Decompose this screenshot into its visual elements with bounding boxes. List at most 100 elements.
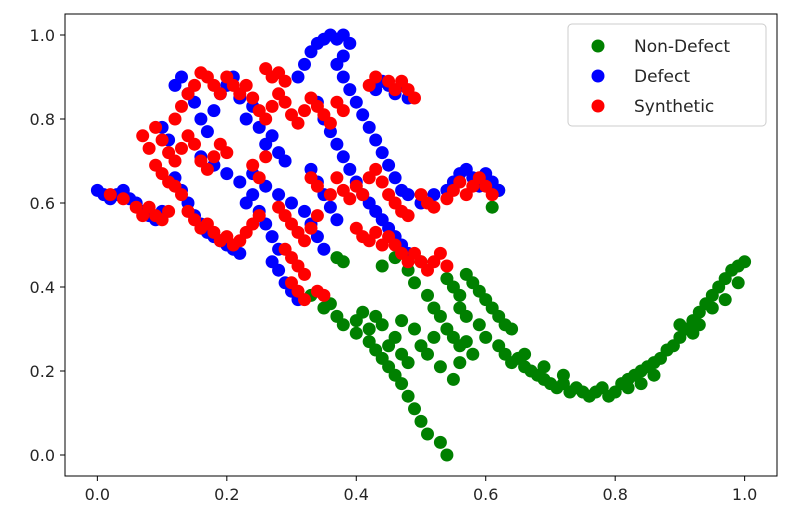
x-tick-label: 0.0 [85, 485, 110, 504]
legend-marker [591, 99, 605, 113]
data-point [323, 188, 337, 202]
data-point [485, 188, 499, 202]
data-point [459, 309, 473, 323]
data-point [207, 150, 221, 164]
data-point [356, 305, 370, 319]
data-point [395, 377, 409, 391]
data-point [336, 104, 350, 118]
data-point [343, 36, 357, 50]
data-point [349, 95, 363, 109]
data-point [175, 70, 188, 84]
data-point [285, 196, 298, 210]
legend-label: Synthetic [634, 97, 714, 117]
data-point [272, 263, 286, 277]
data-point [175, 141, 188, 155]
data-point [692, 318, 706, 332]
data-point [621, 381, 635, 395]
data-point [453, 175, 467, 189]
data-point [259, 112, 273, 126]
data-point [440, 259, 454, 273]
data-point [356, 108, 370, 122]
data-point [349, 326, 363, 340]
data-point [103, 188, 117, 202]
data-point [259, 150, 273, 164]
data-point [421, 347, 434, 361]
data-point [200, 162, 214, 176]
data-point [330, 213, 344, 227]
data-point [401, 389, 415, 403]
data-point [705, 301, 719, 315]
data-point [252, 209, 266, 223]
data-point [453, 356, 467, 370]
data-point [362, 322, 376, 336]
data-point [175, 99, 188, 113]
data-point [175, 188, 188, 202]
legend-marker [591, 39, 605, 53]
data-point [220, 167, 234, 181]
data-point [382, 158, 396, 172]
x-tick-label: 0.4 [344, 485, 369, 504]
data-point [479, 330, 493, 344]
data-point [207, 104, 221, 118]
y-axis: 0.0 0.2 0.4 0.6 0.8 1.0 [30, 26, 65, 465]
data-point [252, 171, 266, 185]
data-point [395, 314, 409, 328]
data-point [278, 74, 292, 88]
data-point [375, 175, 389, 189]
data-point [343, 162, 357, 176]
data-point [136, 129, 150, 143]
x-tick-label: 0.2 [214, 485, 239, 504]
data-point [362, 120, 376, 134]
data-point [246, 188, 260, 202]
legend-label: Non-Defect [634, 37, 730, 57]
data-point [265, 129, 279, 143]
data-point [343, 192, 357, 206]
data-point [323, 116, 337, 130]
data-point [317, 288, 331, 302]
data-point [310, 179, 324, 193]
data-point [149, 120, 163, 134]
y-tick-label: 0.8 [30, 110, 55, 129]
data-point [388, 171, 402, 185]
data-point [298, 57, 311, 71]
data-point [336, 70, 350, 84]
data-point [220, 146, 234, 160]
data-point [298, 204, 311, 218]
data-point [427, 200, 441, 214]
data-point [194, 112, 208, 126]
data-point [421, 427, 434, 441]
data-point [466, 347, 480, 361]
data-point [304, 221, 318, 235]
data-point [634, 377, 648, 391]
data-point [382, 339, 396, 353]
data-point [155, 133, 169, 147]
data-point [401, 188, 415, 202]
data-point [310, 209, 324, 223]
data-point [427, 330, 441, 344]
data-point [213, 87, 227, 101]
data-point [369, 133, 383, 147]
y-tick-label: 1.0 [30, 26, 55, 45]
data-point [162, 175, 176, 189]
data-point [485, 200, 499, 214]
data-point [375, 259, 389, 273]
data-point [414, 414, 428, 428]
data-point [336, 255, 350, 269]
data-point [336, 150, 350, 164]
data-point [369, 309, 383, 323]
data-point [738, 255, 752, 269]
data-point [343, 83, 357, 97]
data-point [278, 154, 292, 168]
data-point [265, 230, 279, 244]
series-synthetic [103, 62, 499, 307]
data-point [647, 368, 661, 382]
data-point [298, 104, 311, 118]
data-point [298, 234, 311, 248]
data-point [291, 70, 305, 84]
data-point [401, 356, 415, 370]
data-point [408, 402, 421, 416]
data-point [116, 192, 130, 206]
data-point [298, 293, 311, 307]
data-point [375, 146, 389, 160]
points-layer [90, 28, 752, 462]
